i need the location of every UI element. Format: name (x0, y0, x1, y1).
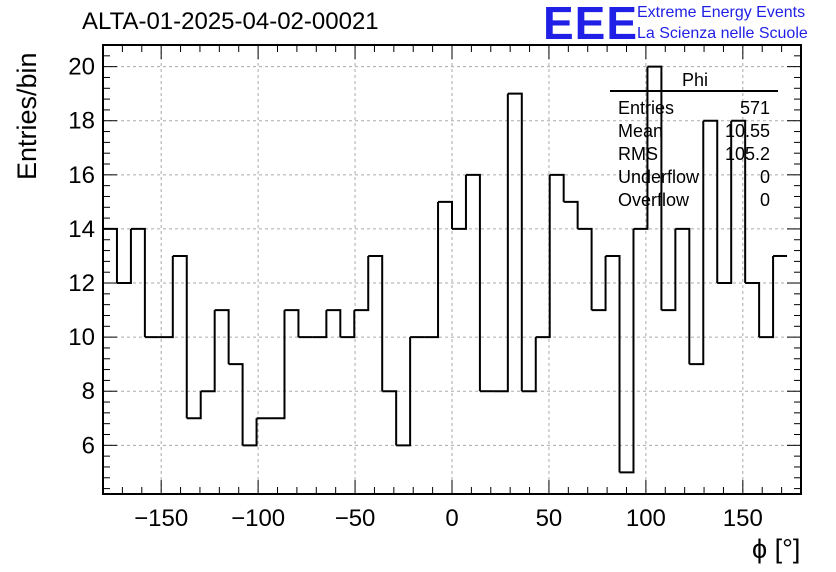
x-axis-label: ϕ [°] (752, 534, 801, 564)
stats-box: Phi Entries 571 Mean 10.55 RMS 105.2 Underf… (612, 70, 778, 212)
histogram-bin (549, 173, 565, 202)
histogram-bin (158, 255, 174, 339)
x-tick-label: 50 (536, 505, 563, 532)
y-tick-label: 12 (68, 270, 95, 297)
stats-label: Entries (618, 98, 675, 118)
y-tick-label: 6 (82, 432, 95, 459)
histogram-bin (577, 227, 593, 311)
histogram-bin (465, 173, 481, 392)
stats-label: RMS (618, 144, 658, 164)
x-tick-label: −50 (335, 505, 376, 532)
y-tick-label: 16 (68, 162, 95, 189)
histogram-bin (214, 309, 230, 365)
histogram-bin (745, 282, 761, 338)
y-tick-label: 20 (68, 54, 95, 81)
histogram-bin (703, 119, 719, 284)
histogram-bin (689, 120, 705, 366)
stats-row-rms: RMS 105.2 (612, 143, 778, 166)
histogram-bin (563, 200, 579, 229)
eee-logo: EEE (543, 0, 639, 49)
histogram-bin (326, 309, 342, 338)
histogram-bin (116, 228, 132, 285)
stats-value: 105.2 (724, 144, 770, 164)
axis-ticks (102, 44, 802, 494)
histogram-bin (354, 255, 370, 312)
histogram-bin (368, 254, 384, 392)
stats-value: 10.55 (724, 121, 770, 141)
histogram-bin (382, 390, 398, 446)
histogram-bin (200, 310, 216, 393)
stats-label: Overflow (618, 190, 690, 210)
histogram-bin (675, 227, 691, 365)
histogram-bin (507, 92, 523, 392)
page-title: ALTA-01-2025-04-02-00021 (82, 8, 379, 35)
histogram-bin (535, 174, 551, 339)
x-tick-label: 150 (723, 505, 763, 532)
x-tick-label: 0 (445, 505, 458, 532)
histogram-bin (424, 201, 440, 339)
histogram-bin (312, 310, 328, 339)
stats-row-entries: Entries 571 (612, 97, 778, 120)
histogram-bin (759, 255, 775, 339)
stats-row-mean: Mean 10.55 (612, 120, 778, 143)
y-tick-label: 8 (82, 378, 95, 405)
x-tick-label: −150 (134, 505, 188, 532)
histogram-bin (102, 227, 118, 494)
histogram-bin (284, 309, 300, 338)
y-axis-label: Entries/bin (12, 52, 42, 180)
histogram-bin (270, 310, 286, 420)
stats-box-title: Phi (681, 70, 708, 90)
histogram-bin (521, 337, 537, 393)
stats-label: Mean (618, 121, 664, 141)
stats-row-overflow: Overflow 0 (612, 189, 778, 212)
y-tick-label: 14 (68, 216, 95, 243)
histogram-bin (186, 391, 202, 420)
stats-row-underflow: Underflow 0 (612, 166, 778, 189)
histogram-bin (605, 254, 621, 473)
stats-value: 0 (759, 167, 770, 187)
histogram-bin (661, 228, 677, 312)
stats-label: Underflow (618, 167, 700, 187)
histogram-bin (452, 174, 467, 230)
histogram-bin (633, 66, 649, 230)
histogram-bin (172, 254, 188, 419)
histogram-bin (647, 65, 663, 311)
x-tick-label: 100 (626, 505, 666, 532)
logo-line-1: Extreme Energy Events (637, 4, 806, 21)
histogram-bin (493, 93, 509, 393)
y-tick-label: 10 (68, 324, 95, 351)
histogram-bin (619, 228, 635, 474)
histogram-bin (591, 255, 607, 312)
logo-line-2: La Scienza nelle Scuole (637, 25, 808, 42)
histogram-bin (242, 418, 258, 447)
stats-value: 571 (739, 98, 770, 118)
axis-tick-labels: −150 −100 −50 0 50 100 150 6 8 10 12 14 16 18 20 (68, 54, 763, 532)
y-tick-label: 18 (68, 108, 95, 135)
histogram-bin (340, 310, 356, 339)
stats-value: 0 (759, 190, 770, 210)
x-tick-label: −100 (231, 505, 285, 532)
histogram-bin (717, 120, 733, 285)
histogram-bin (438, 200, 453, 229)
histogram-bin (228, 363, 244, 446)
histogram-bin (731, 119, 747, 284)
histogram-bin (396, 337, 412, 447)
histogram-bin (130, 227, 146, 338)
